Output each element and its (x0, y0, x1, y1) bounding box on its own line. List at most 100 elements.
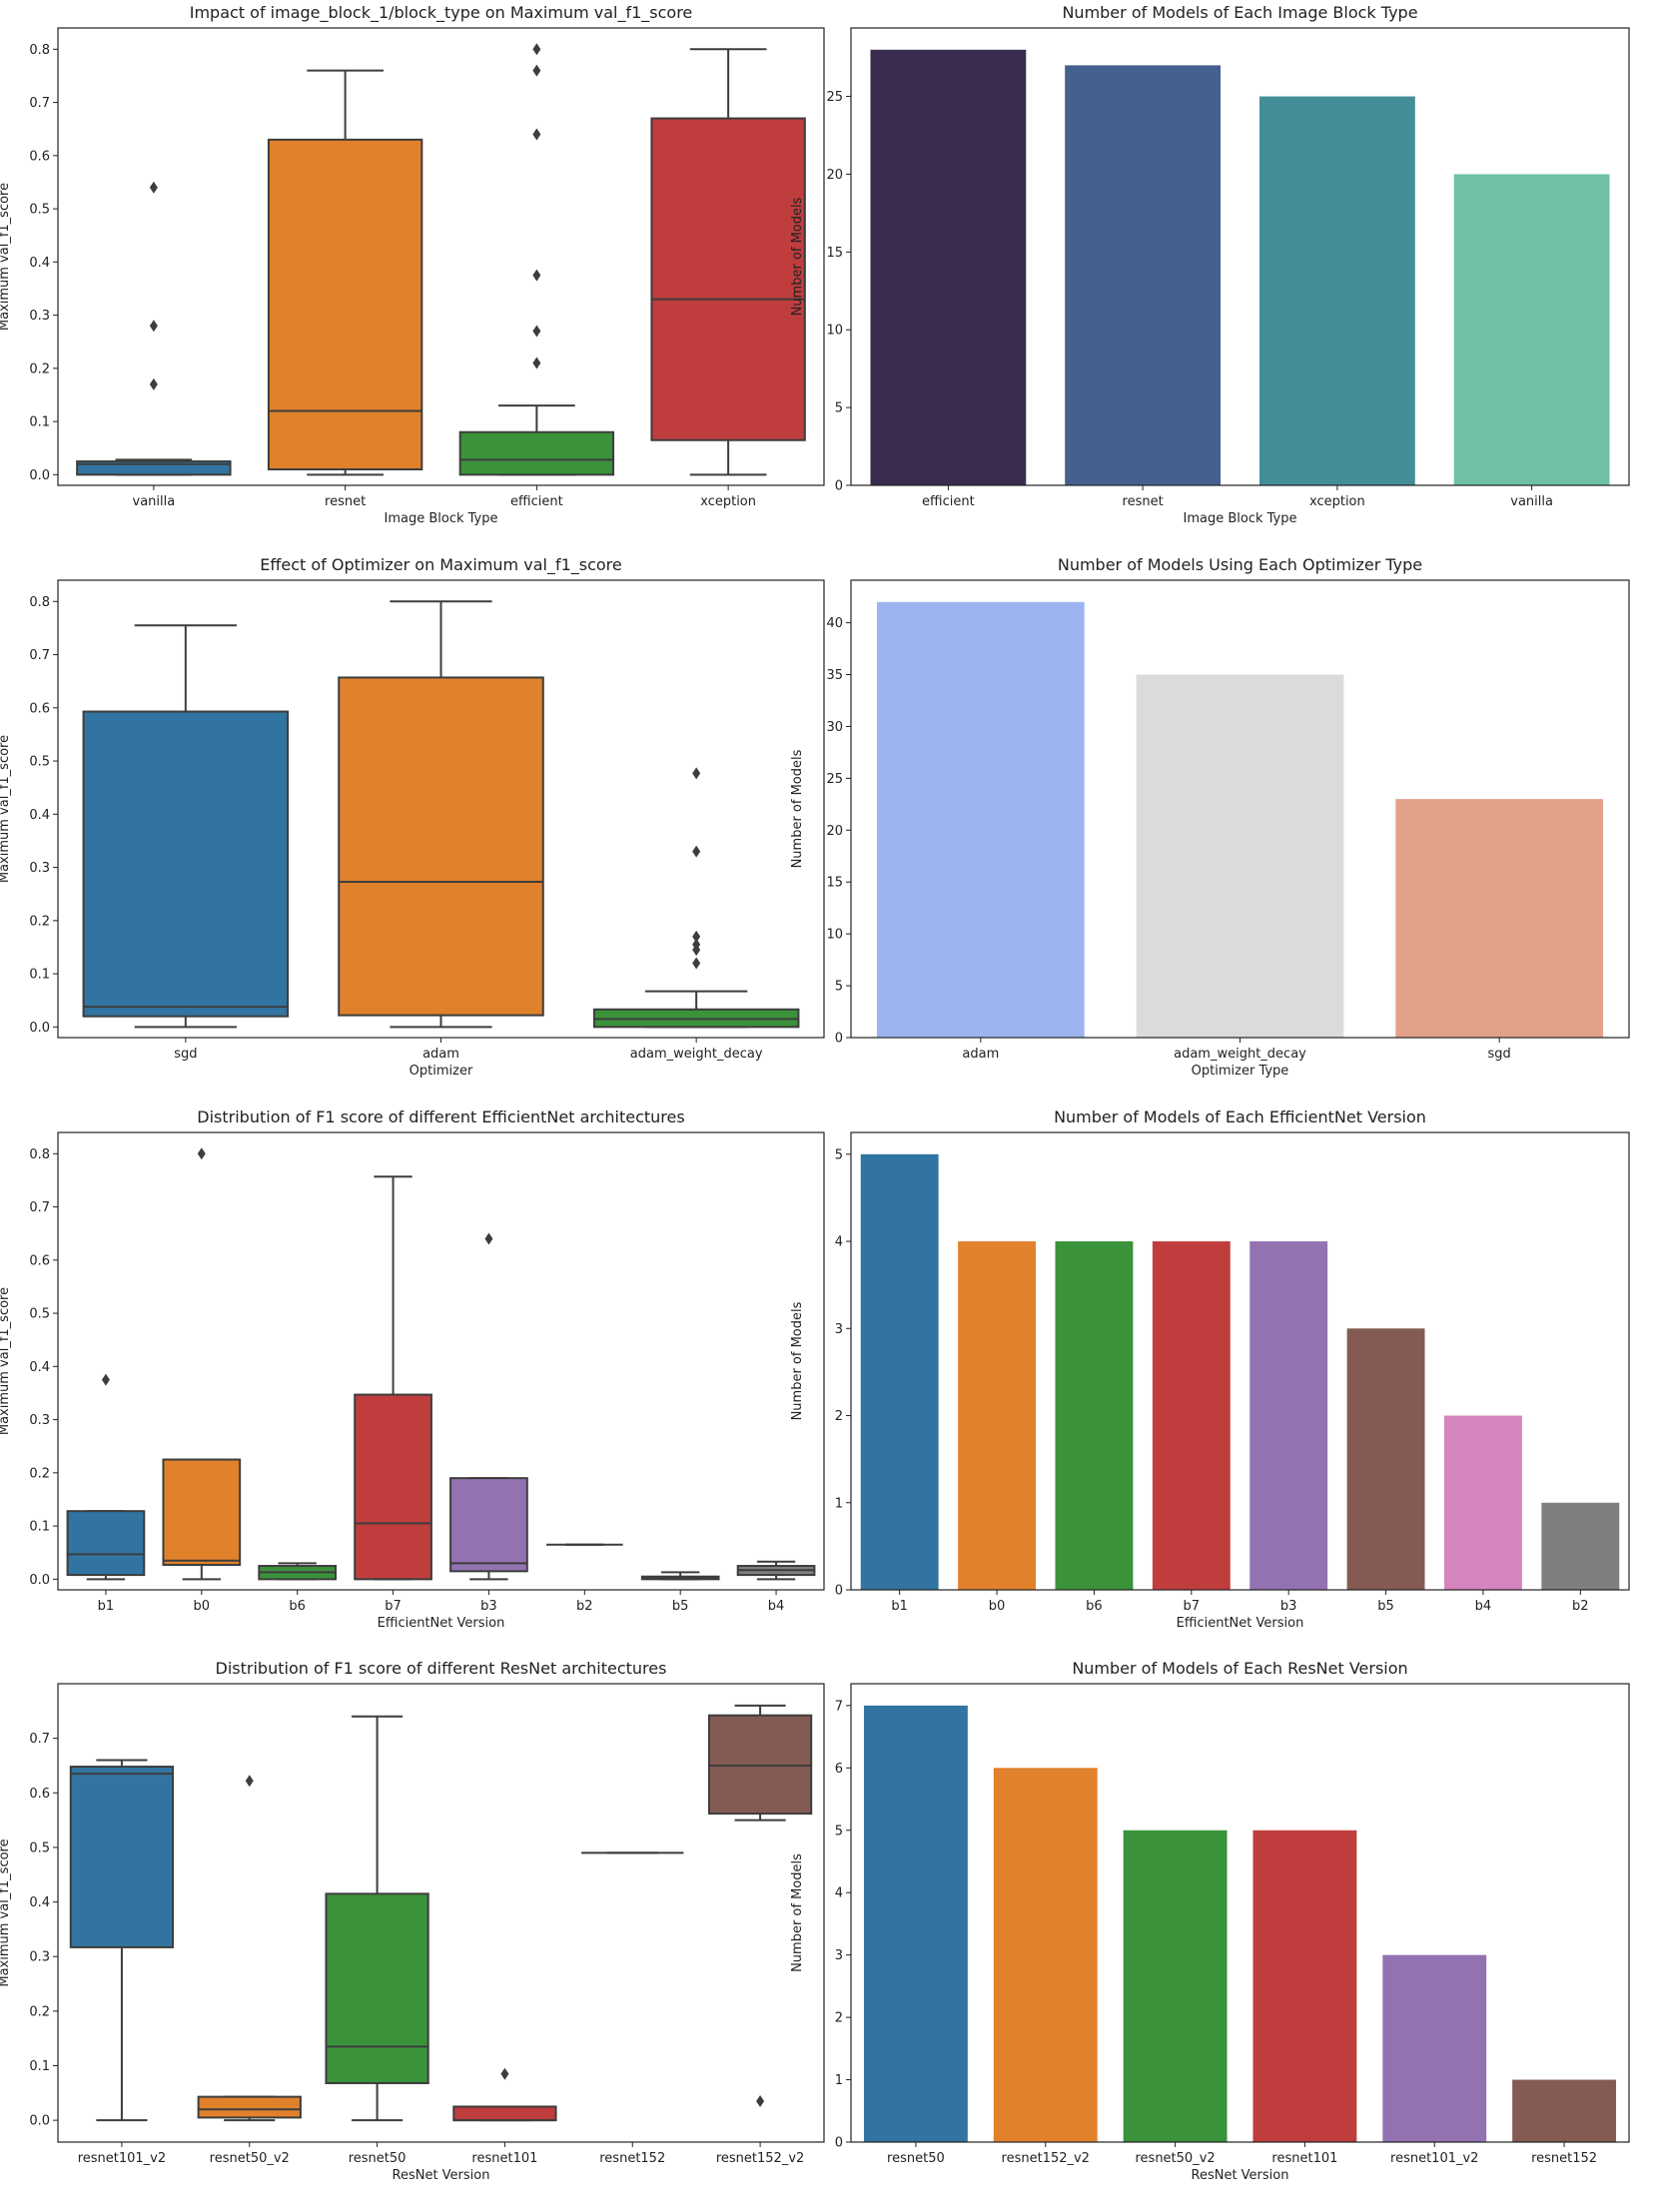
chart-4: Number of Models Using Each Optimizer Ty… (790, 555, 1630, 1079)
y-tick-label: 7 (835, 1699, 843, 1714)
flier-point (692, 767, 701, 780)
box-efficient (458, 43, 615, 476)
y-tick-label: 5 (835, 1147, 843, 1162)
x-tick-label: b0 (989, 1599, 1006, 1614)
flier-point (245, 1775, 254, 1788)
y-tick-label: 0.2 (29, 2004, 50, 2019)
box-b5 (640, 1571, 720, 1581)
y-tick-label: 0.8 (29, 43, 50, 58)
y-tick-label: 0.4 (29, 256, 50, 271)
box-resnet101_v2 (69, 1759, 175, 2122)
flier-point (692, 957, 701, 970)
flier-point (756, 2095, 765, 2108)
flier-point (197, 1147, 206, 1160)
x-axis-label: Optimizer Type (1192, 1064, 1289, 1079)
box-adam (338, 600, 544, 1029)
x-tick-label: b3 (480, 1599, 497, 1614)
y-tick-label: 1 (835, 2073, 843, 2088)
y-tick-label: 0.5 (29, 755, 50, 770)
x-tick-label: resnet152_v2 (716, 2151, 804, 2166)
flier-point (532, 43, 541, 56)
y-axis-label: Maximum val_f1_score (0, 1287, 12, 1435)
y-tick-label: 0.1 (29, 1520, 50, 1535)
y-tick-label: 0.8 (29, 595, 50, 610)
x-tick-label: b2 (1572, 1599, 1589, 1614)
y-tick-label: 5 (835, 980, 843, 995)
y-tick-label: 0.1 (29, 415, 50, 430)
y-axis-label: Number of Models (790, 1301, 805, 1420)
y-tick-label: 10 (826, 928, 843, 943)
x-tick-label: b1 (891, 1599, 908, 1614)
iqr-box (162, 1458, 242, 1566)
bar-resnet152 (1512, 2079, 1617, 2142)
chart-title: Number of Models of Each Image Block Typ… (1062, 3, 1417, 22)
y-tick-label: 15 (826, 876, 843, 891)
chart-1: Impact of image_block_1/block_type on Ma… (0, 3, 825, 526)
chart-title: Number of Models of Each ResNet Version (1072, 1659, 1407, 1678)
y-axis-label: Number of Models (790, 197, 805, 316)
iqr-box (452, 2105, 557, 2122)
y-tick-label: 0.0 (29, 1021, 50, 1036)
chart-2: Number of Models of Each Image Block Typ… (790, 3, 1630, 526)
plot-frame (850, 1683, 1630, 2143)
flier-point (692, 845, 701, 858)
y-tick-label: 0 (835, 1032, 843, 1047)
chart-8: Number of Models of Each ResNet Version 0… (790, 1659, 1630, 2183)
y-tick-label: 40 (826, 616, 843, 631)
x-tick-label: resnet50 (349, 2151, 407, 2166)
y-tick-label: 30 (826, 720, 843, 735)
iqr-box (707, 1714, 813, 1816)
x-tick-label: resnet (1123, 494, 1164, 509)
chart-3: Effect of Optimizer on Maximum val_f1_sc… (0, 555, 825, 1079)
x-tick-label: xception (700, 494, 756, 509)
bar-b5 (1346, 1328, 1425, 1590)
flier-point (500, 2067, 509, 2080)
y-tick-label: 0.2 (29, 914, 50, 929)
plot-frame (850, 27, 1630, 486)
bar-adam (876, 601, 1085, 1038)
y-tick-label: 5 (835, 401, 843, 416)
iqr-box (325, 1892, 429, 2084)
x-tick-label: efficient (510, 494, 563, 509)
x-tick-label: b0 (194, 1599, 211, 1614)
box-resnet50 (325, 1715, 429, 2122)
bar-b6 (1055, 1241, 1134, 1590)
bar-resnet (1065, 65, 1222, 485)
x-tick-label: resnet152 (1531, 2151, 1597, 2166)
flier-point (692, 938, 701, 951)
x-tick-label: resnet101 (471, 2151, 537, 2166)
y-tick-label: 0.6 (29, 1253, 50, 1268)
chart-title: Impact of image_block_1/block_type on Ma… (190, 3, 693, 23)
bar-b3 (1249, 1241, 1328, 1590)
x-tick-label: b6 (1086, 1599, 1103, 1614)
y-tick-label: 0.3 (29, 861, 50, 876)
flier-point (532, 269, 541, 282)
y-tick-label: 0.5 (29, 203, 50, 218)
y-tick-label: 4 (835, 1886, 843, 1901)
x-tick-label: b6 (289, 1599, 306, 1614)
flier-point (101, 1373, 110, 1386)
y-tick-label: 3 (835, 1322, 843, 1337)
x-tick-label: resnet50_v2 (210, 2151, 290, 2166)
x-tick-label: b5 (672, 1599, 689, 1614)
plot-frame (57, 579, 825, 1039)
box-b6 (258, 1562, 338, 1581)
y-tick-label: 10 (826, 324, 843, 339)
x-axis-label: ResNet Version (1192, 2168, 1289, 2183)
y-tick-label: 0.4 (29, 1360, 50, 1375)
iqr-box (69, 1766, 175, 1948)
x-tick-label: resnet (325, 494, 366, 509)
y-tick-label: 2 (835, 1409, 843, 1424)
y-tick-label: 0 (835, 479, 843, 494)
chart-title: Distribution of F1 score of different Re… (216, 1659, 667, 1678)
x-tick-label: b7 (385, 1599, 402, 1614)
plot-frame (57, 1131, 825, 1591)
bar-b4 (1443, 1415, 1522, 1590)
x-axis-label: Optimizer (410, 1064, 473, 1079)
box-xception (650, 48, 806, 476)
x-tick-label: vanilla (133, 494, 176, 509)
iqr-box (82, 710, 290, 1018)
y-tick-label: 0 (835, 2136, 843, 2151)
box-b1 (66, 1373, 146, 1581)
flier-point (532, 128, 541, 141)
